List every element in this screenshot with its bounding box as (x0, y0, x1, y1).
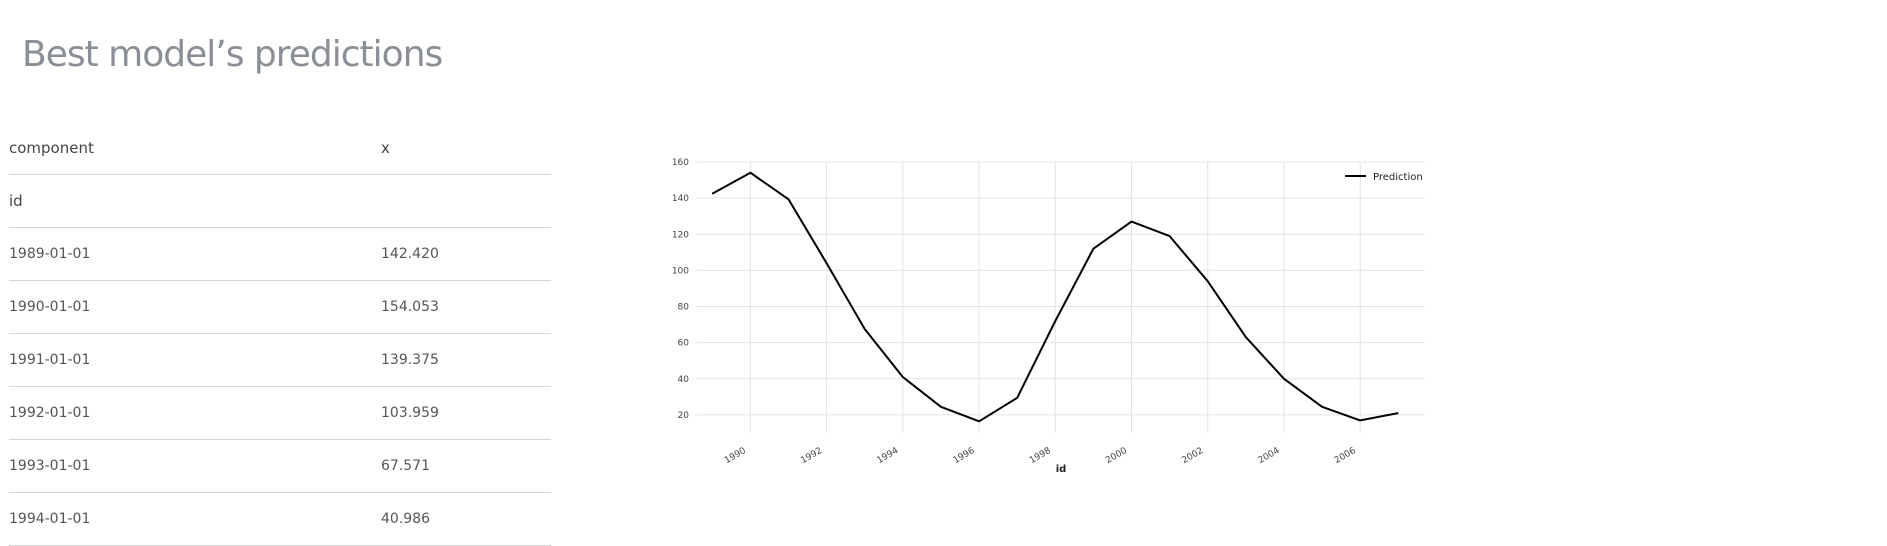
x-tick-label: 1992 (799, 446, 824, 466)
x-tick-label: 1994 (875, 446, 900, 466)
x-tick-label: 2004 (1257, 446, 1282, 466)
x-tick-label: 2000 (1104, 446, 1129, 466)
x-tick-label: 1998 (1028, 446, 1053, 466)
x-tick-label: 2006 (1333, 446, 1358, 466)
legend-entry-prediction: Prediction (1373, 172, 1423, 183)
y-tick-label: 80 (678, 303, 690, 313)
x-tick-label: 1990 (723, 446, 748, 466)
y-tick-label: 140 (672, 194, 689, 204)
x-axis-label: id (1056, 464, 1067, 475)
x-tick-label: 2002 (1180, 446, 1205, 466)
y-tick-label: 100 (672, 266, 689, 276)
y-tick-label: 40 (678, 375, 690, 385)
y-tick-label: 20 (678, 411, 690, 421)
y-tick-label: 60 (678, 339, 690, 349)
x-tick-label: 1996 (952, 446, 977, 466)
prediction-line-chart: 20 40 60 80 100 120 140 160 1990 1992 1994 1996 1998… (0, 0, 1887, 532)
y-tick-label: 120 (672, 230, 689, 240)
y-tick-label: 160 (672, 158, 689, 168)
